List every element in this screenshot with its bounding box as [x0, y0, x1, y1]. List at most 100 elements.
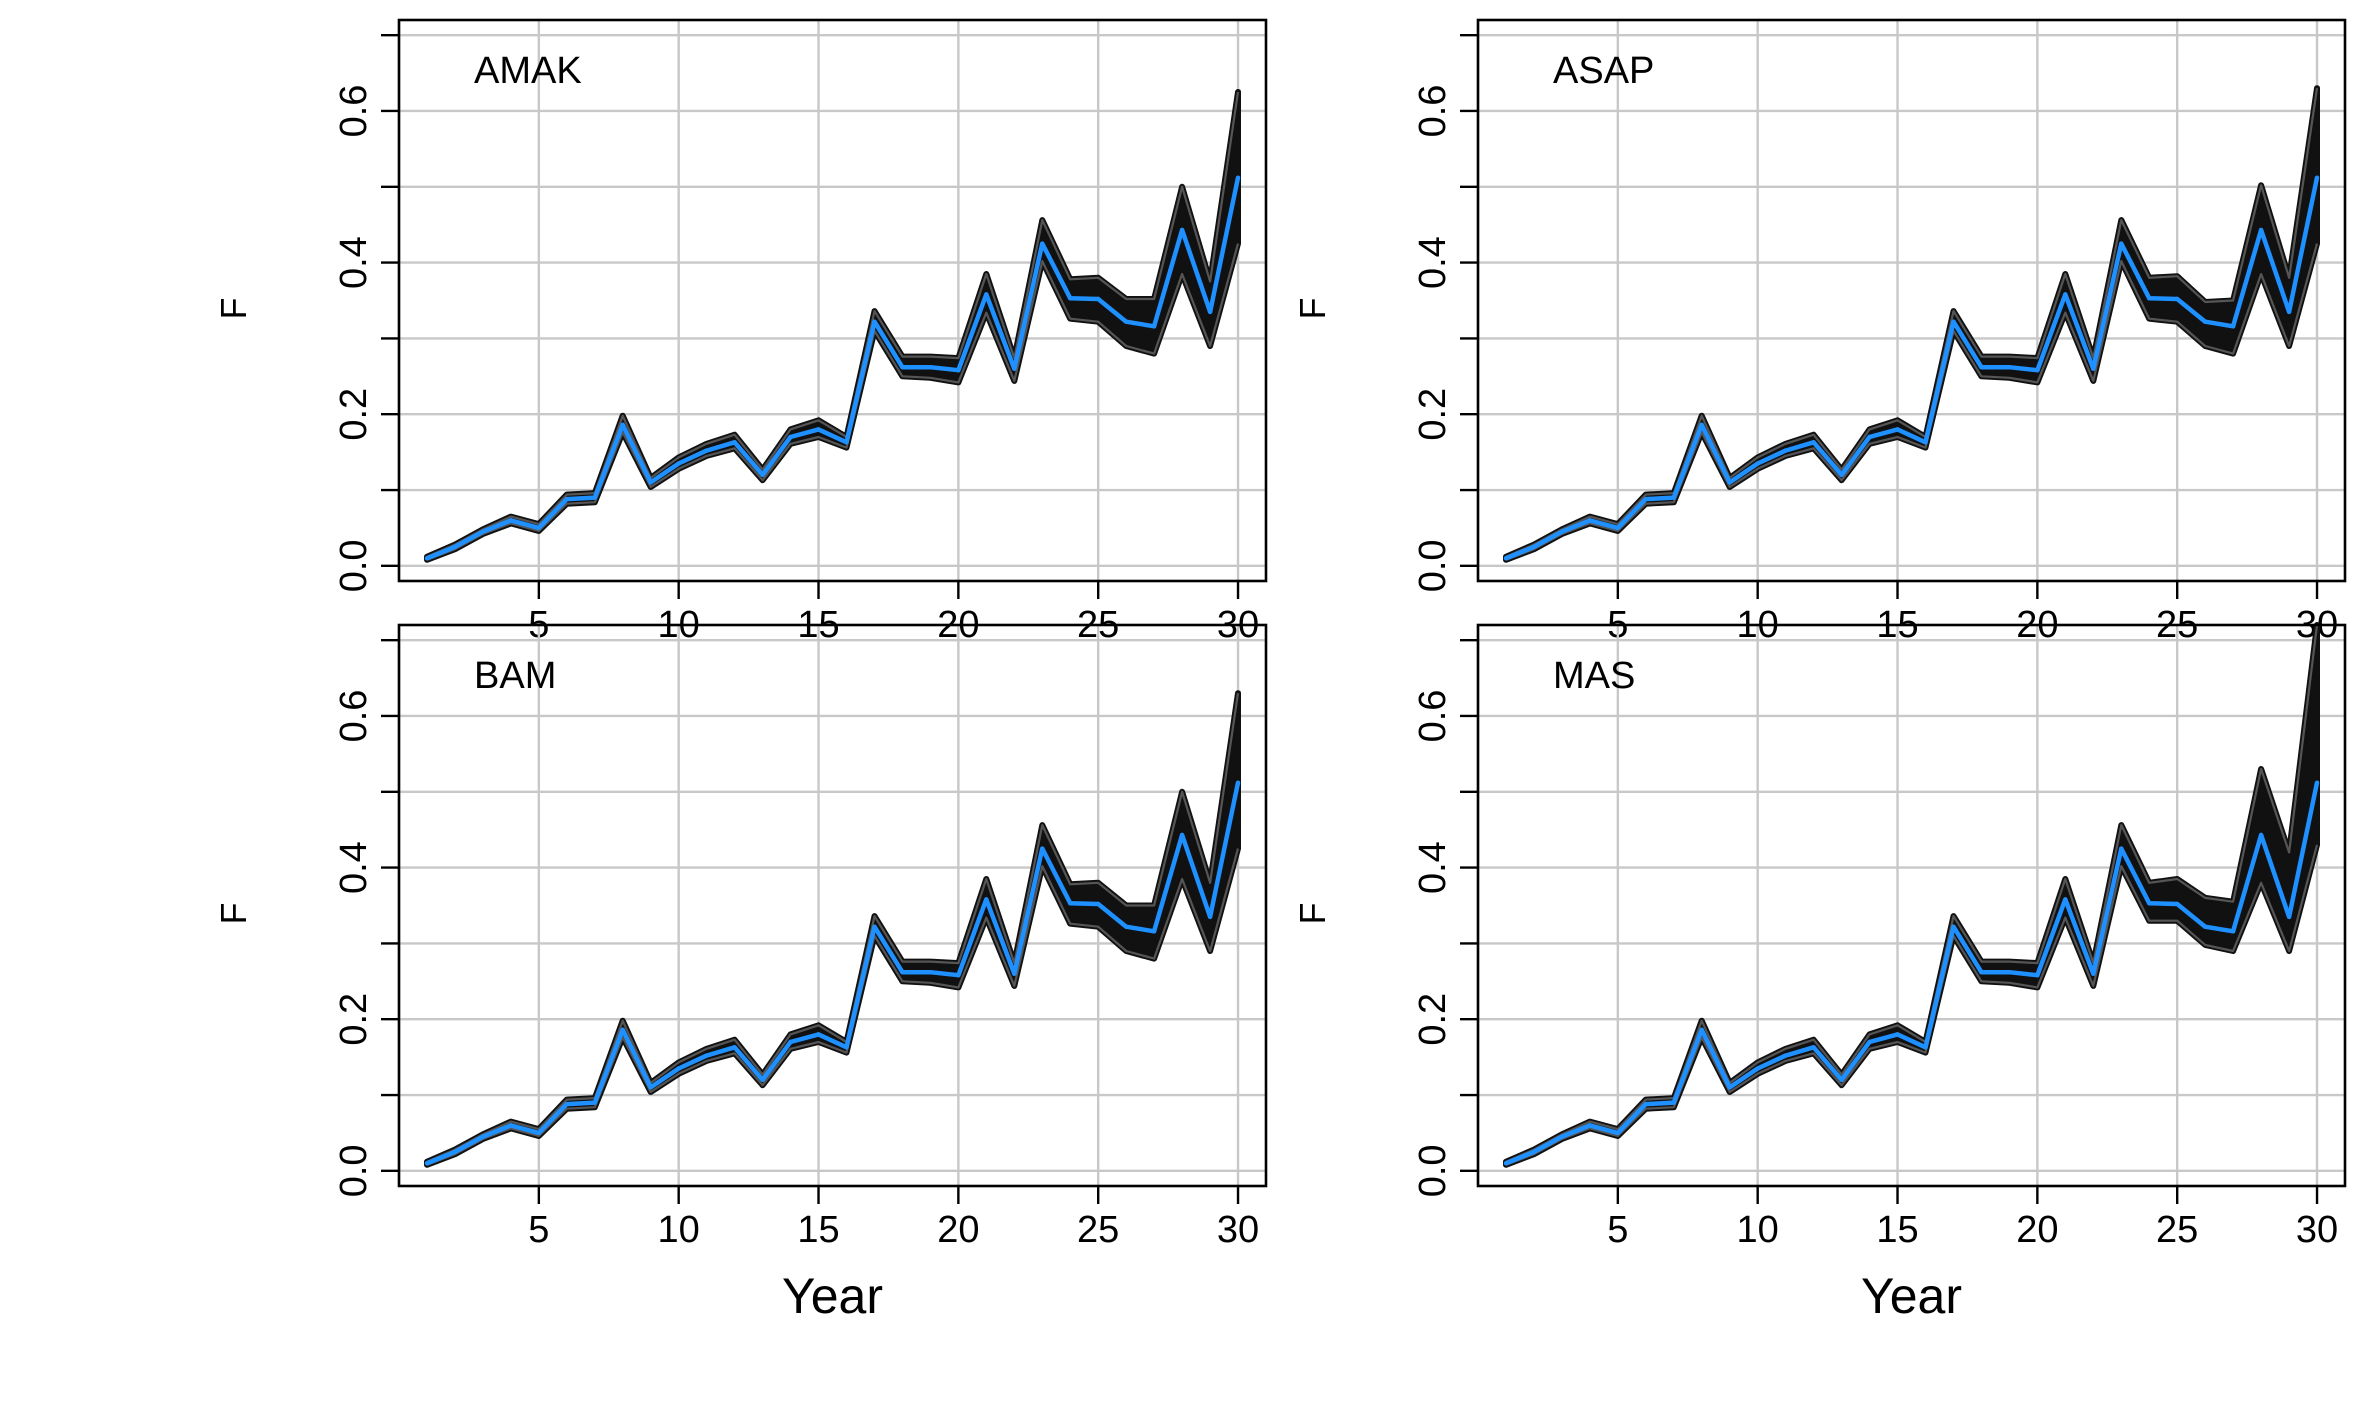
panel-4: 5 10 15 20 25 30 0.0 0.2 0.4 0.6 F MAS Year — [1292, 622, 2347, 1324]
y-tick-label: 0.0 — [333, 1144, 375, 1197]
data-point — [1979, 970, 1984, 975]
estimate-line — [1505, 782, 2320, 1166]
data-point — [1123, 924, 1129, 929]
data-point — [760, 1077, 765, 1083]
estimate-line — [426, 782, 1241, 1166]
x-tick-label: 10 — [658, 1209, 700, 1251]
data-point — [816, 427, 821, 432]
data-point — [1727, 480, 1732, 485]
data-point — [1951, 319, 1956, 324]
x-tick-label: 5 — [528, 1209, 549, 1251]
data-point — [704, 1053, 709, 1058]
data-point — [2174, 296, 2180, 302]
data-point — [816, 1032, 821, 1037]
data-point — [1207, 309, 1213, 315]
y-tick-label: 0.4 — [333, 236, 375, 289]
data-point — [2119, 241, 2124, 246]
y-tick-label: 0.6 — [1412, 85, 1454, 138]
y-tick-label: 0.0 — [1412, 539, 1454, 592]
y-tick-label: 0.2 — [333, 388, 375, 441]
data-point — [2314, 175, 2320, 180]
panel-title: AMAK — [474, 50, 582, 92]
y-tick-label: 0.6 — [333, 690, 375, 743]
panel-title: BAM — [474, 655, 556, 697]
y-axis-label: F — [213, 903, 254, 925]
envelope-upper-line — [426, 693, 1240, 1163]
data-point — [788, 1039, 793, 1045]
data-point — [1531, 544, 1537, 550]
data-point — [592, 1100, 597, 1105]
data-point — [956, 973, 961, 978]
x-axis-label: Year — [782, 1268, 883, 1324]
data-point — [1012, 971, 1017, 976]
data-point — [844, 1045, 849, 1050]
y-axis-label: F — [1292, 298, 1333, 320]
data-point — [1151, 324, 1157, 329]
data-point — [1235, 175, 1241, 180]
y-axis-label: F — [1292, 903, 1333, 925]
data-point — [2258, 832, 2264, 838]
y-tick-label: 0.6 — [333, 85, 375, 138]
data-point — [1068, 901, 1073, 906]
data-point — [1895, 427, 1900, 432]
data-point — [872, 924, 877, 929]
estimate-line — [426, 177, 1241, 561]
plot-frame — [397, 18, 1268, 583]
data-point — [900, 970, 905, 975]
panel-3: 5 10 15 20 25 30 0.0 0.2 0.4 0.6 F BAM Year — [213, 623, 1268, 1324]
data-point — [1783, 1053, 1788, 1058]
data-point — [1040, 846, 1045, 851]
x-tick-label: 20 — [937, 1209, 979, 1251]
x-tick-label: 25 — [1077, 1209, 1119, 1251]
data-point — [1867, 434, 1872, 440]
data-point — [1895, 1032, 1900, 1037]
data-point — [872, 319, 877, 324]
data-point — [1587, 518, 1593, 523]
data-point — [2147, 901, 2152, 906]
data-point — [1811, 1045, 1816, 1050]
data-point — [1123, 319, 1129, 324]
x-tick-label: 15 — [1876, 1209, 1918, 1251]
data-point — [1783, 448, 1788, 453]
data-point — [564, 1101, 570, 1107]
data-point — [1923, 1045, 1928, 1050]
data-point — [1531, 1149, 1537, 1155]
data-point — [508, 518, 514, 523]
data-point — [1179, 832, 1185, 838]
x-tick-label: 30 — [1217, 1209, 1259, 1251]
data-point — [1923, 440, 1928, 445]
data-point — [1615, 1130, 1621, 1136]
data-point — [424, 556, 430, 561]
y-tick-label: 0.6 — [1412, 690, 1454, 743]
x-axis-label: Year — [1861, 1268, 1962, 1324]
envelope-lower-line — [1505, 844, 2319, 1166]
data-point — [1755, 1066, 1760, 1071]
data-point — [2174, 901, 2180, 907]
data-point — [1503, 1161, 1509, 1166]
x-tick-label: 15 — [797, 1209, 839, 1251]
data-point — [480, 1134, 486, 1139]
envelope-lower-line — [1505, 243, 2319, 561]
y-tick-label: 0.2 — [1412, 388, 1454, 441]
data-point — [1095, 296, 1101, 302]
envelope-lower-line — [426, 848, 1240, 1166]
data-point — [536, 1130, 542, 1136]
data-point — [732, 440, 737, 445]
data-point — [676, 461, 681, 466]
data-point — [984, 897, 989, 902]
data-point — [2258, 227, 2264, 233]
data-point — [1207, 914, 1213, 920]
data-point — [1979, 365, 1984, 370]
data-point — [2314, 780, 2320, 785]
data-point — [2286, 309, 2292, 315]
data-point — [1559, 1134, 1565, 1139]
y-tick-label: 0.0 — [333, 539, 375, 592]
data-point — [648, 1085, 653, 1090]
data-point — [1503, 556, 1509, 561]
data-point — [844, 440, 849, 445]
data-point — [2063, 897, 2068, 902]
x-tick-label: 5 — [1607, 1209, 1628, 1251]
data-point — [480, 529, 486, 534]
